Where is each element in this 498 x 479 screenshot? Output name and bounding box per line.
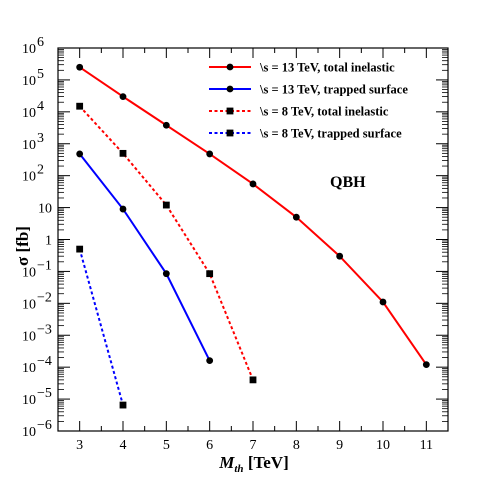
legend-label-3: \s = 8 TeV, trapped surface — [259, 127, 402, 141]
ticks-layer — [57, 47, 449, 432]
x-tick-label-8: 8 — [293, 438, 300, 453]
y-tick-label-2: 10 — [22, 170, 36, 185]
y-axis-title: σ [fb] — [13, 226, 32, 266]
series-line-1 — [78, 153, 211, 362]
x-tick-label-4: 4 — [120, 438, 127, 453]
y-tick-label-exp--3: −3 — [37, 322, 52, 337]
y-tick-label--2: 10 — [22, 297, 36, 312]
y-tick-label-exp--1: −1 — [37, 258, 52, 273]
annotation-qbh: QBH — [330, 174, 366, 191]
x-tick-label-3: 3 — [76, 438, 83, 453]
series-0-point-6 — [336, 252, 344, 260]
legend-label-1: \s = 13 TeV, trapped surface — [259, 83, 408, 97]
x-tick-label-6: 6 — [206, 438, 213, 453]
series-2-point-1 — [119, 149, 127, 157]
y-tick-label--4: 10 — [22, 361, 36, 376]
series-2-point-4 — [249, 376, 257, 384]
y-tick-label-exp-4: 4 — [37, 99, 44, 114]
series-1-point-0 — [76, 150, 84, 158]
series-line-3 — [78, 248, 124, 406]
series-1-point-1 — [119, 205, 127, 213]
y-tick-label--5: 10 — [22, 393, 36, 408]
series-layer — [76, 63, 430, 409]
y-tick-label-exp--6: −6 — [37, 418, 52, 433]
series-0-point-8 — [422, 361, 430, 369]
x-axis-title-unit: [TeV] — [248, 453, 289, 472]
y-tick-label--1: 10 — [22, 265, 36, 280]
plot-frame — [57, 47, 449, 432]
y-tick-label-exp-6: 6 — [37, 35, 44, 50]
y-tick-label-exp-3: 3 — [37, 131, 44, 146]
series-0-point-5 — [292, 213, 300, 221]
y-tick-label-6: 10 — [22, 42, 36, 57]
y-tick-label-exp--5: −5 — [37, 386, 52, 401]
series-0-point-7 — [379, 298, 387, 306]
x-tick-label-7: 7 — [250, 438, 257, 453]
series-0-point-4 — [249, 180, 257, 188]
y-tick-label-0: 1 — [45, 234, 52, 249]
x-tick-label-5: 5 — [163, 438, 170, 453]
series-0-point-3 — [206, 150, 214, 158]
y-tick-label-4: 10 — [22, 106, 36, 121]
series-0-point-2 — [162, 121, 170, 129]
x-axis-title: Mth [TeV] — [218, 453, 289, 475]
y-tick-label-exp-5: 5 — [37, 67, 44, 82]
x-tick-label-9: 9 — [336, 438, 343, 453]
legend-marker-2 — [226, 107, 234, 115]
x-tick-label-10: 10 — [376, 438, 390, 453]
series-1-point-3 — [206, 357, 214, 365]
y-tick-label-5: 10 — [22, 74, 36, 89]
legend-marker-0 — [226, 63, 234, 71]
legend: \s = 13 TeV, total inelastic \s = 13 TeV,… — [209, 61, 408, 141]
series-3-point-0 — [76, 245, 84, 253]
x-tick-label-11: 11 — [420, 438, 433, 453]
series-2-point-0 — [76, 102, 84, 110]
series-0 — [76, 63, 430, 369]
x-axis-title-sub: th — [234, 463, 243, 475]
series-0-point-0 — [76, 63, 84, 71]
series-3-point-1 — [119, 401, 127, 409]
legend-marker-1 — [226, 85, 234, 93]
series-line-2 — [78, 105, 254, 381]
legend-marker-3 — [226, 129, 234, 137]
y-tick-label--3: 10 — [22, 329, 36, 344]
legend-label-0: \s = 13 TeV, total inelastic — [259, 61, 395, 75]
y-tick-label-exp--2: −2 — [37, 290, 52, 305]
legend-label-2: \s = 8 TeV, total inelastic — [259, 105, 389, 119]
y-tick-label-1: 10 — [38, 202, 52, 217]
series-2-point-2 — [162, 201, 170, 209]
y-tick-label-exp-2: 2 — [37, 163, 44, 178]
y-tick-label--6: 10 — [22, 425, 36, 440]
series-2 — [76, 102, 257, 384]
series-2-point-3 — [206, 270, 214, 278]
y-tick-label-3: 10 — [22, 138, 36, 153]
y-tick-label-exp--4: −4 — [37, 354, 52, 369]
series-1 — [76, 150, 214, 365]
x-axis-title-main: M — [218, 453, 235, 472]
series-1-point-2 — [162, 270, 170, 278]
series-0-point-1 — [119, 93, 127, 101]
series-3 — [76, 245, 127, 409]
